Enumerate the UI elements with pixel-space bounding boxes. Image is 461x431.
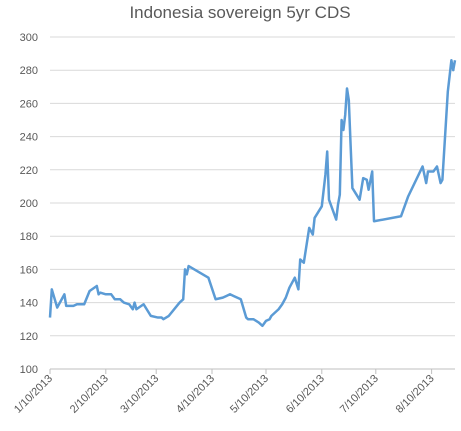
x-tick-label: 4/10/2013 <box>174 373 217 416</box>
y-tick-label: 240 <box>20 132 38 144</box>
y-tick-label: 160 <box>20 264 38 276</box>
x-tick-label: 5/10/2013 <box>228 373 271 416</box>
y-tick-label: 220 <box>20 165 38 177</box>
y-tick-label: 180 <box>20 231 38 243</box>
x-tick-label: 3/10/2013 <box>118 373 161 416</box>
y-tick-label: 260 <box>20 98 38 110</box>
y-tick-label: 300 <box>20 32 38 44</box>
y-tick-label: 140 <box>20 298 38 310</box>
y-tick-label: 200 <box>20 198 38 210</box>
x-tick-label: 8/10/2013 <box>394 373 437 416</box>
x-tick-label: 6/10/2013 <box>284 373 327 416</box>
y-tick-label: 120 <box>20 331 38 343</box>
y-tick-label: 100 <box>20 364 38 376</box>
x-tick-label: 1/10/2013 <box>12 373 55 416</box>
chart-title: Indonesia sovereign 5yr CDS <box>129 3 350 22</box>
x-tick-label: 2/10/2013 <box>68 373 111 416</box>
y-tick-label: 280 <box>20 65 38 77</box>
x-tick-label: 7/10/2013 <box>338 373 381 416</box>
data-line <box>48 58 457 328</box>
